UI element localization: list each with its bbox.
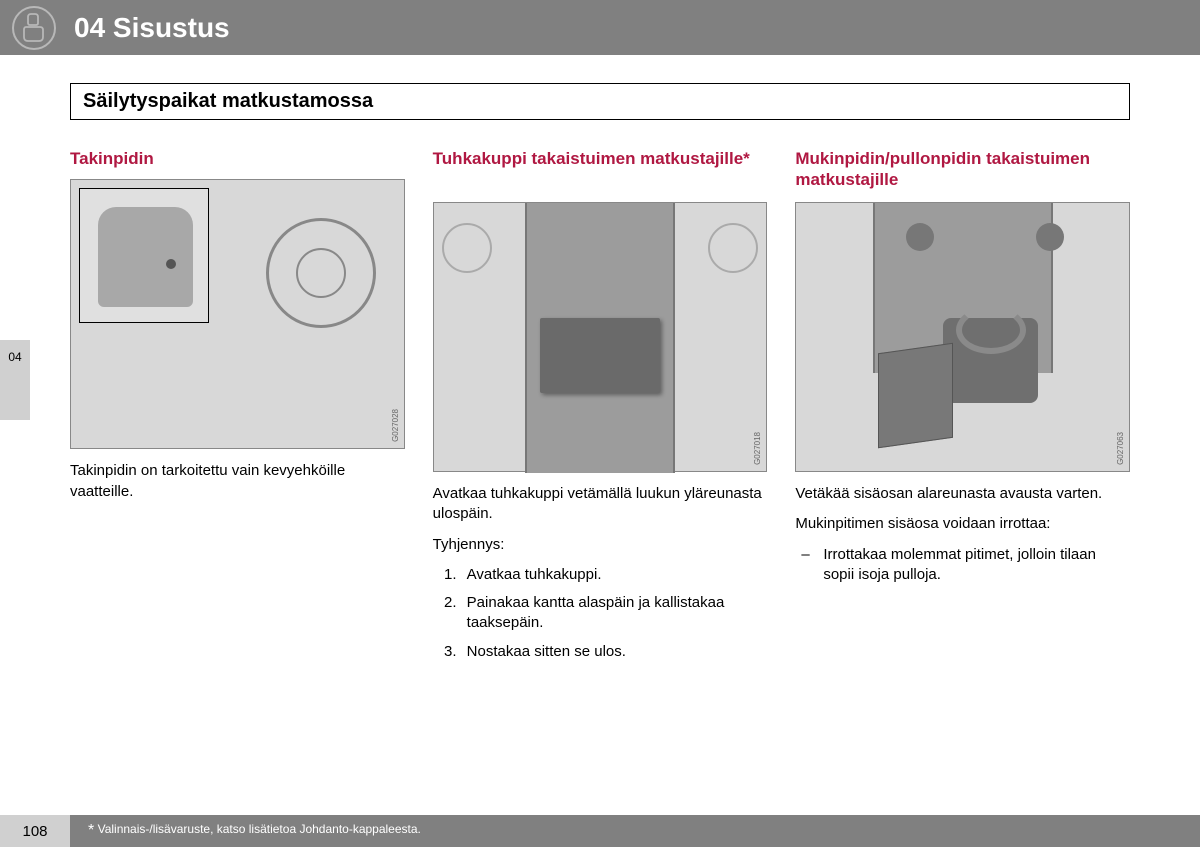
page-footer: 108 * Valinnais-/lisävaruste, katso lisä…: [0, 815, 1200, 847]
col1-heading: Takinpidin: [70, 148, 405, 169]
figure-code: G027028: [391, 409, 400, 442]
col2-heading: Tuhkakuppi takaistuimen matkustajille*: [433, 148, 768, 192]
col2-intro: Avatkaa tuhkakuppi vetämällä luukun ylär…: [433, 484, 768, 525]
column-2: Tuhkakuppi takaistuimen matkustajille* G…: [433, 148, 768, 670]
figure-inset: [79, 188, 209, 323]
page-number: 108: [0, 815, 70, 847]
side-tab-label: 04: [8, 350, 21, 364]
col3-figure: G027063: [795, 202, 1130, 472]
column-3: Mukinpidin/pullonpidin takaistuimen matk…: [795, 148, 1130, 670]
list-item: Irrottakaa molemmat pitimet, jolloin til…: [823, 545, 1130, 586]
col2-subintro: Tyhjennys:: [433, 535, 768, 555]
col2-figure: G027018: [433, 202, 768, 472]
col1-text: Takinpidin on tarkoitettu vain kevyehköi…: [70, 461, 405, 502]
col3-text2: Mukinpitimen sisäosa voidaan irrottaa:: [795, 514, 1130, 534]
gear-illustration: [442, 223, 492, 273]
chapter-title: 04 Sisustus: [74, 12, 230, 44]
steering-wheel-hub: [296, 248, 346, 298]
cupholder-assembly: [878, 298, 1048, 448]
list-item: Avatkaa tuhkakuppi.: [461, 565, 768, 585]
col3-heading: Mukinpidin/pullonpidin takaistuimen matk…: [795, 148, 1130, 192]
side-tab: 04: [0, 340, 30, 420]
content-columns: Takinpidin G027028 Takinpidin on tarkoit…: [70, 148, 1130, 670]
col3-text1: Vetäkää sisäosan alareunasta avausta var…: [795, 484, 1130, 504]
column-1: Takinpidin G027028 Takinpidin on tarkoit…: [70, 148, 405, 670]
chapter-header: 04 Sisustus: [0, 0, 1200, 55]
asterisk-icon: *: [88, 822, 94, 839]
footnote-text: Valinnais-/lisävaruste, katso lisätietoa…: [98, 822, 421, 836]
cupholder-door: [878, 343, 953, 449]
col2-steps: Avatkaa tuhkakuppi. Painakaa kantta alas…: [433, 565, 768, 662]
knob-shape: [1036, 223, 1064, 251]
footnote: * Valinnais-/lisävaruste, katso lisätiet…: [88, 822, 421, 840]
headrest-shape: [98, 207, 193, 307]
figure-code: G027063: [1116, 432, 1125, 465]
figure-code: G027018: [753, 432, 762, 465]
knob-shape: [906, 223, 934, 251]
list-item: Painakaa kantta alaspäin ja kallistakaa …: [461, 593, 768, 634]
seat-icon: [12, 6, 56, 50]
col1-figure: G027028: [70, 179, 405, 449]
col3-bullets: Irrottakaa molemmat pitimet, jolloin til…: [795, 545, 1130, 586]
section-title-box: Säilytyspaikat matkustamossa: [70, 83, 1130, 120]
list-item: Nostakaa sitten se ulos.: [461, 642, 768, 662]
cupholder-ring: [956, 306, 1026, 354]
gear-illustration: [708, 223, 758, 273]
ashtray-shape: [540, 318, 660, 393]
section-title: Säilytyspaikat matkustamossa: [83, 90, 1117, 113]
